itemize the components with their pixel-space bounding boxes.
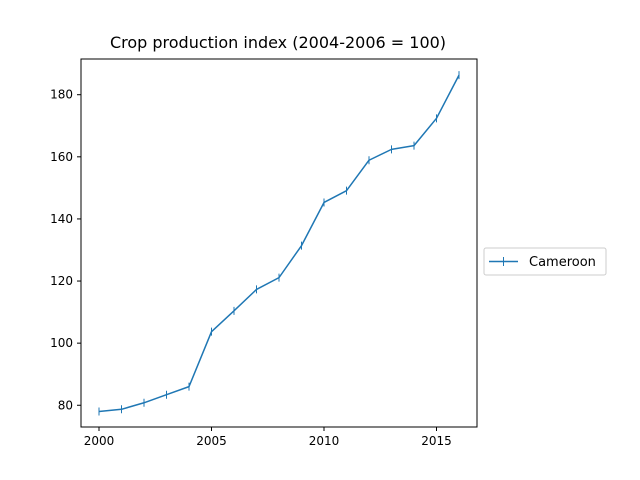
y-tick-label: 140 — [50, 212, 73, 226]
legend-label: Cameroon — [529, 255, 596, 270]
x-tick-label: 2000 — [84, 434, 115, 448]
chart-title: Crop production index (2004-2006 = 100) — [110, 33, 446, 52]
x-tick-label: 2005 — [196, 434, 227, 448]
y-tick-label: 120 — [50, 274, 73, 288]
plot-area — [81, 59, 477, 427]
series-layer — [98, 71, 460, 416]
x-axis: 2000 2005 2010 2015 — [84, 427, 452, 448]
y-tick-label: 100 — [50, 336, 73, 350]
y-axis: 80 100 120 140 160 180 — [50, 88, 81, 412]
x-tick-label: 2015 — [421, 434, 452, 448]
y-tick-label: 180 — [50, 88, 73, 102]
x-tick-label: 2010 — [309, 434, 340, 448]
legend: Cameroon — [483, 247, 607, 276]
legend-box — [483, 247, 607, 276]
y-tick-label: 160 — [50, 150, 73, 164]
y-tick-label: 80 — [58, 398, 73, 412]
plot-frame — [80, 58, 478, 428]
